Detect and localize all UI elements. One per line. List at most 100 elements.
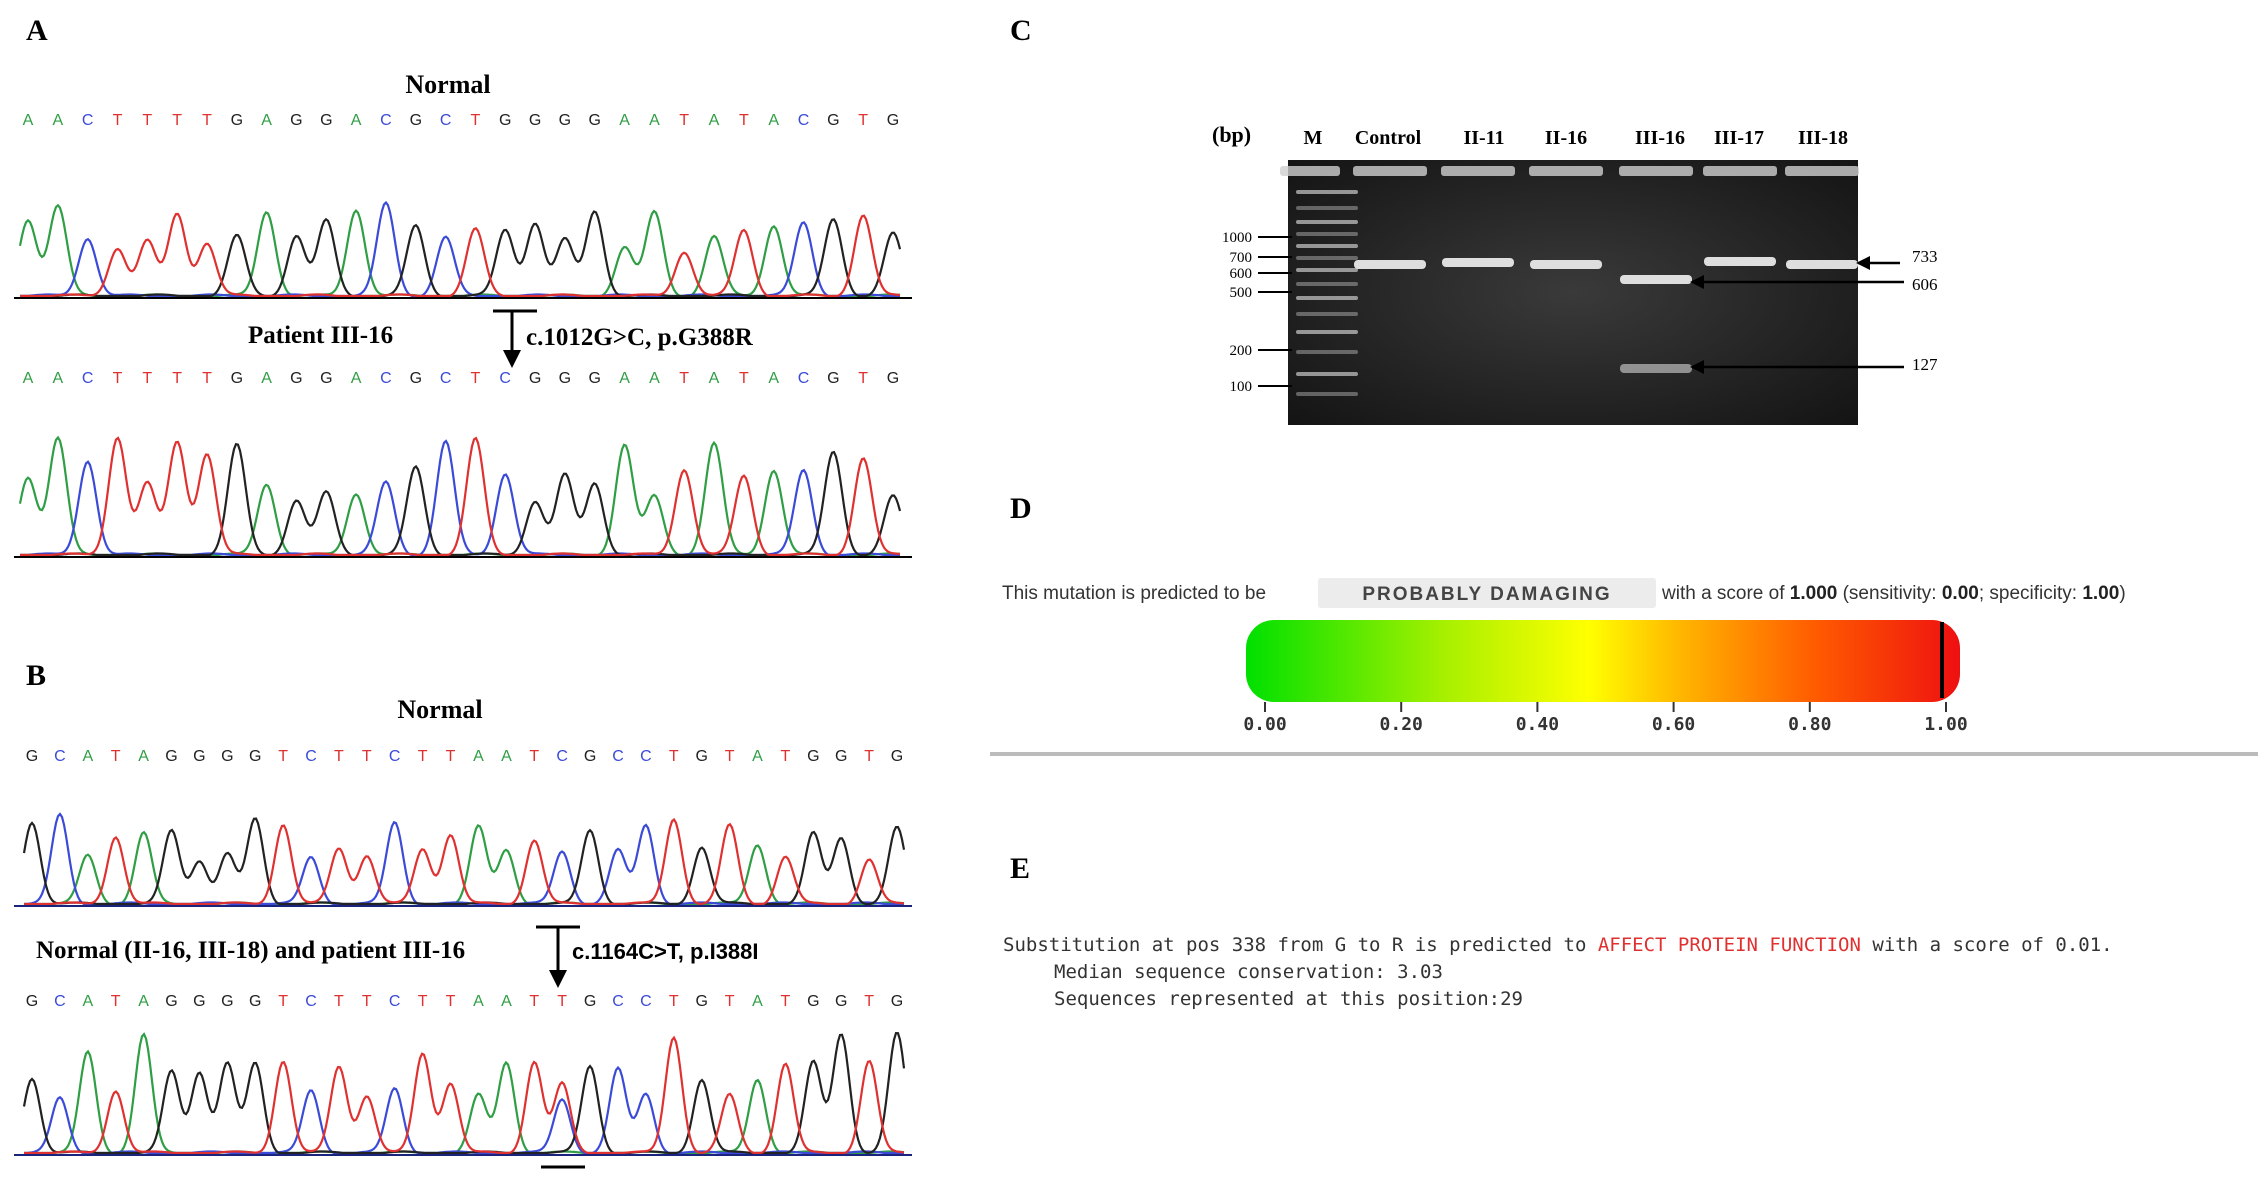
base-letter: T xyxy=(725,748,735,765)
gel-band xyxy=(1530,260,1602,269)
score-axis-ticks: 0.00 0.20 0.40 0.60 0.80 1.00 xyxy=(1243,702,1968,735)
base-letter: A xyxy=(501,748,512,765)
trace-t xyxy=(20,436,901,557)
panel-d-letter: D xyxy=(1010,492,1032,525)
ladder-band xyxy=(1296,206,1358,210)
base-letter: T xyxy=(669,993,679,1010)
base-letter: C xyxy=(798,370,810,387)
base-letter: G xyxy=(584,993,596,1010)
score-tick-label: 0.40 xyxy=(1516,714,1559,735)
base-letter: T xyxy=(739,370,749,387)
ladder-band xyxy=(1296,330,1358,334)
base-letter: G xyxy=(221,748,233,765)
base-letter: T xyxy=(529,993,539,1010)
ladder-size-label: 700 xyxy=(1230,250,1253,266)
gel-band xyxy=(1354,260,1426,269)
base-letter: C xyxy=(640,748,652,765)
gel-bands xyxy=(1354,257,1858,373)
prediction-text: PROBABLY DAMAGING xyxy=(1362,584,1611,605)
base-letter: A xyxy=(649,112,660,129)
panel-a-letter: A xyxy=(26,14,48,47)
panel-a-mutation-label: c.1012G>C, p.G388R xyxy=(526,324,754,351)
gel-wells xyxy=(1280,166,1859,176)
base-letter: T xyxy=(111,748,121,765)
base-letter: T xyxy=(781,993,791,1010)
trace-g xyxy=(20,442,902,557)
panel-a-patient-title: Patient III-16 xyxy=(248,322,393,349)
base-letter: G xyxy=(290,370,302,387)
base-letter: G xyxy=(835,993,847,1010)
base-letter: A xyxy=(23,370,34,387)
trace-a xyxy=(18,435,901,557)
gel-lane-label: III-18 xyxy=(1798,127,1848,149)
base-letter: T xyxy=(202,112,212,129)
base-letter: A xyxy=(768,370,779,387)
ladder-band xyxy=(1296,296,1358,300)
panel-c: C (bp) M Control II-11 II-16 III-16 III-17 III… xyxy=(1010,14,1938,425)
base-letter: G xyxy=(827,112,839,129)
base-letter: C xyxy=(82,112,94,129)
base-letter: G xyxy=(891,993,903,1010)
base-letter: G xyxy=(807,748,819,765)
base-letter: A xyxy=(351,370,362,387)
ladder-size-label: 1000 xyxy=(1222,230,1252,246)
score-prefix: with a score of xyxy=(1661,583,1785,604)
base-letter: G xyxy=(165,993,177,1010)
panel-e: E Substitution at pos 338 from G to R is… xyxy=(1003,852,2113,1010)
gel-lane-label: III-16 xyxy=(1635,127,1685,149)
base-letter: T xyxy=(113,370,123,387)
score-tick-label: 0.80 xyxy=(1788,714,1831,735)
trace-t xyxy=(20,212,901,298)
base-letter: T xyxy=(334,993,344,1010)
gel-lane-label: II-11 xyxy=(1463,127,1504,149)
base-letter: G xyxy=(320,112,332,129)
panel-b-normal-title: Normal xyxy=(397,695,482,724)
ladder-size-label: 500 xyxy=(1230,285,1253,301)
base-letter: T xyxy=(446,748,456,765)
base-letter: T xyxy=(669,748,679,765)
base-letter: T xyxy=(111,993,121,1010)
base-letter: G xyxy=(584,748,596,765)
sensitivity-value: 0.00 xyxy=(1942,583,1979,604)
base-letter: T xyxy=(418,993,428,1010)
base-letter: C xyxy=(380,112,392,129)
ladder-band xyxy=(1296,244,1358,248)
gel-band xyxy=(1704,257,1776,266)
base-letter: A xyxy=(138,993,149,1010)
trace-c xyxy=(20,439,900,557)
gel-bp-label: (bp) xyxy=(1212,122,1251,147)
panel-b-patient-chromatogram xyxy=(22,1031,906,1155)
base-letter: C xyxy=(389,993,401,1010)
base-letter: A xyxy=(649,370,660,387)
gel-band xyxy=(1620,275,1692,284)
base-letter: T xyxy=(172,370,182,387)
band-arrow-127 xyxy=(1690,360,1904,374)
base-letter: T xyxy=(739,112,749,129)
panel-e-letter: E xyxy=(1010,852,1030,885)
base-letter: G xyxy=(231,370,243,387)
base-letter: G xyxy=(695,748,707,765)
base-letter: G xyxy=(26,748,38,765)
base-letter: T xyxy=(471,112,481,129)
sift-line-2: Median sequence conservation: 3.03 xyxy=(1054,961,1443,983)
score-line: with a score of 1.000 (sensitivity: 0.00… xyxy=(1661,583,2126,604)
base-letter: A xyxy=(138,748,149,765)
band-label-127: 127 xyxy=(1912,355,1938,374)
panel-a-normal-chromatogram xyxy=(18,200,902,298)
trace-g xyxy=(20,210,902,298)
base-letter: G xyxy=(249,993,261,1010)
base-letter: C xyxy=(556,748,568,765)
trace-t xyxy=(24,1035,905,1155)
base-letter: C xyxy=(389,748,401,765)
base-letter: T xyxy=(172,112,182,129)
sift-prediction: AFFECT PROTEIN FUNCTION xyxy=(1598,934,1861,956)
base-letter: C xyxy=(499,370,511,387)
panel-b-patient-title: Normal (II-16, III-18) and patient III-1… xyxy=(36,937,465,964)
gel-well xyxy=(1619,166,1693,176)
base-letter: C xyxy=(612,748,624,765)
panel-a-patient-chromatogram xyxy=(18,435,902,557)
ladder-band xyxy=(1296,232,1358,236)
base-letter: G xyxy=(290,112,302,129)
